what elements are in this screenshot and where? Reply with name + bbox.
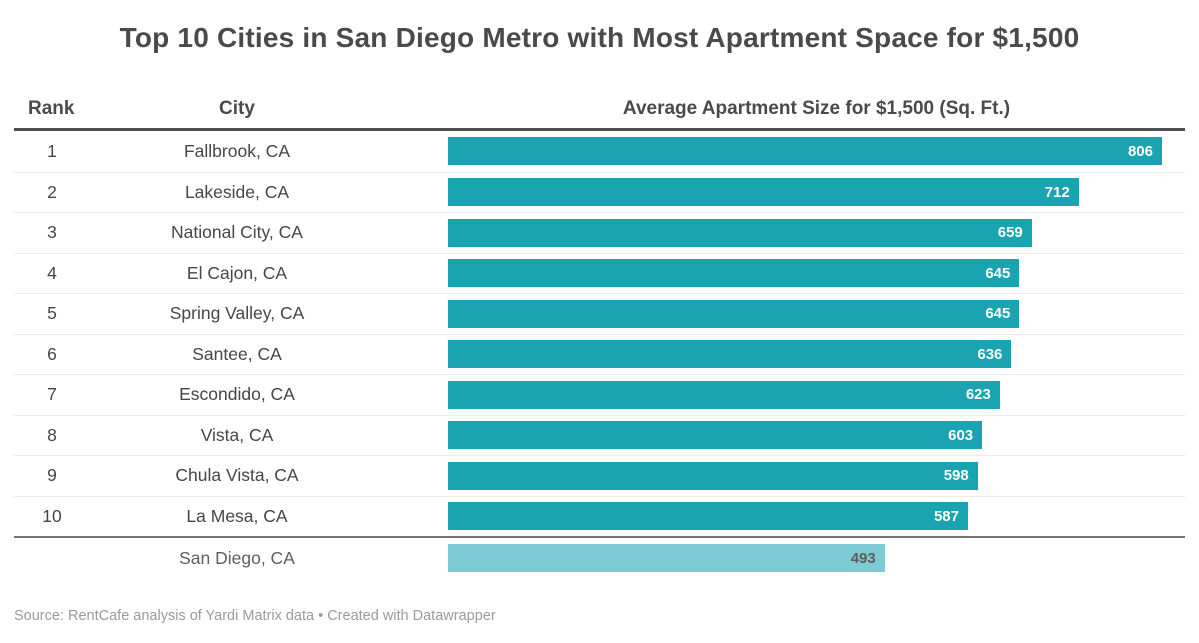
rank-cell: 10 [42, 505, 62, 526]
rank-cell: 3 [47, 222, 57, 243]
source-note: Source: RentCafe analysis of Yardi Matri… [14, 608, 496, 624]
bar-value-label: 645 [985, 305, 1011, 323]
rank-cell: 4 [47, 262, 57, 283]
city-cell: National City, CA [171, 222, 303, 243]
bar-cell: 587 [448, 502, 1185, 531]
table-row: 2 Lakeside, CA 712 [14, 171, 1185, 213]
bar-track: 636 [448, 340, 1162, 369]
table-row: 5 Spring Valley, CA 645 [14, 293, 1185, 334]
bar-value-label: 598 [943, 467, 969, 485]
bar-track: 587 [448, 502, 1162, 531]
bar-track: 659 [448, 218, 1162, 247]
bar-cell: 603 [448, 421, 1185, 450]
table-header: Rank City Average Apartment Size for $1,… [14, 90, 1185, 131]
column-header-city: City [219, 98, 255, 119]
bar-track: 645 [448, 259, 1162, 288]
bar-cell: 659 [448, 218, 1185, 247]
city-cell: San Diego, CA [179, 547, 295, 568]
bar-track: 645 [448, 299, 1162, 328]
bar-value-label: 587 [933, 507, 959, 525]
bar-track: 806 [448, 137, 1162, 166]
bar-cell: 493 [448, 544, 1185, 572]
bar-cell: 645 [448, 299, 1185, 328]
rank-cell: 6 [47, 343, 57, 364]
value-bar: 603 [448, 421, 983, 450]
bar-value-label: 636 [977, 345, 1003, 363]
value-bar: 712 [448, 178, 1079, 207]
table-row: 6 Santee, CA 636 [14, 333, 1185, 375]
table-row: 1 Fallbrook, CA 806 [14, 131, 1185, 172]
table-body: 1 Fallbrook, CA 806 2 Lakeside, CA 712 3 Nation… [14, 131, 1185, 578]
bar-cell: 645 [448, 259, 1185, 288]
rank-cell: 1 [47, 140, 57, 161]
bar-value-label: 493 [850, 549, 876, 567]
bar-cell: 806 [448, 137, 1185, 166]
bar-track: 493 [448, 544, 1162, 572]
table-row: 10 La Mesa, CA 587 [14, 495, 1185, 537]
bar-table: Rank City Average Apartment Size for $1,… [14, 90, 1185, 578]
table-row: 3 National City, CA 659 [14, 212, 1185, 253]
bar-cell: 636 [448, 340, 1185, 369]
bar-track: 603 [448, 421, 1162, 450]
rank-cell: 5 [47, 303, 57, 324]
city-cell: Fallbrook, CA [183, 140, 290, 161]
table-row: 4 El Cajon, CA 645 [14, 252, 1185, 294]
bar-value-label: 659 [997, 224, 1023, 242]
value-bar: 636 [448, 340, 1012, 369]
bar-track: 712 [448, 178, 1162, 207]
city-cell: El Cajon, CA [186, 262, 288, 283]
bar-value-label: 806 [1127, 142, 1153, 160]
column-header-rank: Rank [28, 98, 75, 119]
value-bar: 493 [448, 544, 885, 572]
bar-value-label: 623 [965, 386, 991, 404]
bar-value-label: 645 [985, 264, 1011, 282]
chart-title: Top 10 Cities in San Diego Metro with Mo… [119, 22, 1080, 53]
value-bar: 645 [448, 299, 1020, 328]
value-bar: 587 [448, 502, 968, 531]
value-bar: 659 [448, 218, 1032, 247]
city-cell: La Mesa, CA [186, 505, 288, 526]
rank-cell: 2 [47, 181, 57, 202]
value-bar: 645 [448, 259, 1020, 288]
city-cell: Vista, CA [200, 424, 274, 445]
bar-value-label: 603 [948, 426, 974, 444]
bar-cell: 712 [448, 178, 1185, 207]
city-cell: Chula Vista, CA [175, 465, 299, 486]
bar-value-label: 712 [1044, 183, 1070, 201]
bar-cell: 623 [448, 380, 1185, 409]
city-cell: Santee, CA [192, 343, 282, 364]
city-cell: Escondido, CA [179, 384, 295, 405]
table-row: 8 Vista, CA 603 [14, 414, 1185, 456]
rank-cell: 7 [47, 384, 57, 405]
rank-cell: 8 [47, 424, 57, 445]
bar-track: 598 [448, 461, 1162, 490]
value-bar: 806 [448, 137, 1162, 166]
bar-track: 623 [448, 380, 1162, 409]
table-row: 9 Chula Vista, CA 598 [14, 455, 1185, 496]
rank-cell: 9 [47, 465, 57, 486]
city-cell: Spring Valley, CA [169, 303, 305, 324]
column-header-value: Average Apartment Size for $1,500 (Sq. F… [622, 98, 1011, 119]
bar-cell: 598 [448, 461, 1185, 490]
value-bar: 623 [448, 380, 1000, 409]
table-row: San Diego, CA 493 [14, 536, 1185, 578]
value-bar: 598 [448, 461, 978, 490]
table-row: 7 Escondido, CA 623 [14, 374, 1185, 415]
city-cell: Lakeside, CA [184, 181, 290, 202]
